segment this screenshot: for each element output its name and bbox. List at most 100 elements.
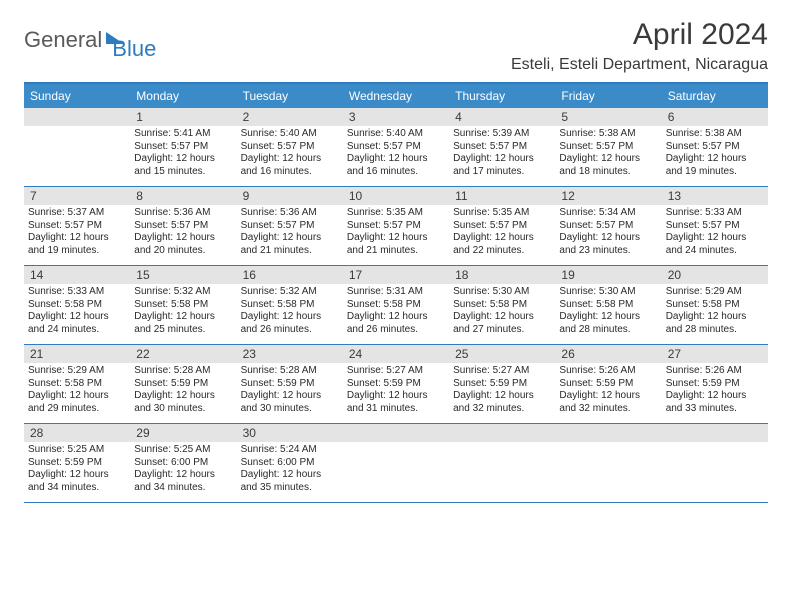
day-info-line: Sunrise: 5:32 AM — [134, 286, 232, 299]
day-info-line: Sunset: 5:57 PM — [666, 141, 764, 154]
day-info-line: and 24 minutes. — [28, 324, 126, 337]
day-cell: 1Sunrise: 5:41 AMSunset: 5:57 PMDaylight… — [130, 108, 236, 186]
day-number: 10 — [343, 187, 449, 205]
day-body: Sunrise: 5:35 AMSunset: 5:57 PMDaylight:… — [449, 205, 555, 261]
week-row: 14Sunrise: 5:33 AMSunset: 5:58 PMDayligh… — [24, 266, 768, 345]
day-cell: 21Sunrise: 5:29 AMSunset: 5:58 PMDayligh… — [24, 345, 130, 423]
day-body: Sunrise: 5:32 AMSunset: 5:58 PMDaylight:… — [130, 284, 236, 340]
day-info-line: Sunrise: 5:30 AM — [453, 286, 551, 299]
day-cell: 6Sunrise: 5:38 AMSunset: 5:57 PMDaylight… — [662, 108, 768, 186]
day-info-line: Sunrise: 5:28 AM — [134, 365, 232, 378]
day-info-line: Sunrise: 5:28 AM — [241, 365, 339, 378]
day-info-line: Daylight: 12 hours — [28, 232, 126, 245]
day-info-line: Sunrise: 5:27 AM — [347, 365, 445, 378]
day-number: 13 — [662, 187, 768, 205]
day-body: Sunrise: 5:33 AMSunset: 5:57 PMDaylight:… — [662, 205, 768, 261]
day-info-line: Daylight: 12 hours — [134, 153, 232, 166]
day-info-line: and 32 minutes. — [559, 403, 657, 416]
day-number: 18 — [449, 266, 555, 284]
day-info-line: Daylight: 12 hours — [666, 153, 764, 166]
day-info-line: Sunset: 6:00 PM — [134, 457, 232, 470]
day-info-line: Daylight: 12 hours — [28, 469, 126, 482]
day-header-monday: Monday — [130, 84, 236, 108]
day-info-line: Daylight: 12 hours — [241, 311, 339, 324]
day-cell — [449, 424, 555, 502]
day-cell: 2Sunrise: 5:40 AMSunset: 5:57 PMDaylight… — [237, 108, 343, 186]
month-title: April 2024 — [511, 18, 768, 52]
day-cell: 28Sunrise: 5:25 AMSunset: 5:59 PMDayligh… — [24, 424, 130, 502]
day-number: 3 — [343, 108, 449, 126]
day-number: 15 — [130, 266, 236, 284]
day-body: Sunrise: 5:31 AMSunset: 5:58 PMDaylight:… — [343, 284, 449, 340]
week-row: 7Sunrise: 5:37 AMSunset: 5:57 PMDaylight… — [24, 187, 768, 266]
day-info-line: Sunset: 5:59 PM — [559, 378, 657, 391]
day-info-line: Daylight: 12 hours — [453, 311, 551, 324]
day-info-line: Sunset: 5:59 PM — [134, 378, 232, 391]
day-info-line: Sunrise: 5:29 AM — [666, 286, 764, 299]
day-info-line: and 33 minutes. — [666, 403, 764, 416]
day-info-line: and 23 minutes. — [559, 245, 657, 258]
logo-text-general: General — [24, 27, 102, 53]
day-number: 24 — [343, 345, 449, 363]
day-cell: 11Sunrise: 5:35 AMSunset: 5:57 PMDayligh… — [449, 187, 555, 265]
day-info-line: Sunset: 5:57 PM — [347, 220, 445, 233]
day-body: Sunrise: 5:30 AMSunset: 5:58 PMDaylight:… — [449, 284, 555, 340]
day-cell — [343, 424, 449, 502]
day-number: 17 — [343, 266, 449, 284]
day-info-line: and 26 minutes. — [241, 324, 339, 337]
day-info-line: Sunset: 5:59 PM — [347, 378, 445, 391]
day-number: 21 — [24, 345, 130, 363]
day-info-line: Sunset: 5:57 PM — [453, 141, 551, 154]
day-cell: 15Sunrise: 5:32 AMSunset: 5:58 PMDayligh… — [130, 266, 236, 344]
day-body: Sunrise: 5:29 AMSunset: 5:58 PMDaylight:… — [662, 284, 768, 340]
day-body: Sunrise: 5:34 AMSunset: 5:57 PMDaylight:… — [555, 205, 661, 261]
day-number: 16 — [237, 266, 343, 284]
day-header-wednesday: Wednesday — [343, 84, 449, 108]
day-info-line: and 30 minutes. — [134, 403, 232, 416]
day-info-line: Sunrise: 5:37 AM — [28, 207, 126, 220]
day-body: Sunrise: 5:25 AMSunset: 6:00 PMDaylight:… — [130, 442, 236, 498]
day-cell: 10Sunrise: 5:35 AMSunset: 5:57 PMDayligh… — [343, 187, 449, 265]
day-info-line: Sunrise: 5:34 AM — [559, 207, 657, 220]
day-info-line: Daylight: 12 hours — [134, 311, 232, 324]
day-number: 22 — [130, 345, 236, 363]
day-number: 12 — [555, 187, 661, 205]
day-body: Sunrise: 5:26 AMSunset: 5:59 PMDaylight:… — [662, 363, 768, 419]
day-body: Sunrise: 5:40 AMSunset: 5:57 PMDaylight:… — [343, 126, 449, 182]
day-number: 8 — [130, 187, 236, 205]
day-number: 28 — [24, 424, 130, 442]
day-cell: 17Sunrise: 5:31 AMSunset: 5:58 PMDayligh… — [343, 266, 449, 344]
day-info-line: and 16 minutes. — [241, 166, 339, 179]
week-row: 28Sunrise: 5:25 AMSunset: 5:59 PMDayligh… — [24, 424, 768, 503]
day-info-line: Sunrise: 5:40 AM — [347, 128, 445, 141]
day-info-line: Sunrise: 5:36 AM — [241, 207, 339, 220]
day-info-line: and 21 minutes. — [241, 245, 339, 258]
day-body: Sunrise: 5:27 AMSunset: 5:59 PMDaylight:… — [449, 363, 555, 419]
day-header-thursday: Thursday — [449, 84, 555, 108]
day-info-line: Daylight: 12 hours — [347, 311, 445, 324]
day-number: 4 — [449, 108, 555, 126]
day-body — [449, 442, 555, 448]
day-info-line: Sunrise: 5:29 AM — [28, 365, 126, 378]
day-info-line: Sunrise: 5:27 AM — [453, 365, 551, 378]
day-info-line: Sunset: 5:58 PM — [134, 299, 232, 312]
day-info-line: Daylight: 12 hours — [28, 390, 126, 403]
day-info-line: Sunset: 5:58 PM — [453, 299, 551, 312]
day-body: Sunrise: 5:32 AMSunset: 5:58 PMDaylight:… — [237, 284, 343, 340]
day-info-line: and 27 minutes. — [453, 324, 551, 337]
day-body: Sunrise: 5:40 AMSunset: 5:57 PMDaylight:… — [237, 126, 343, 182]
day-info-line: and 24 minutes. — [666, 245, 764, 258]
day-info-line: Sunrise: 5:33 AM — [28, 286, 126, 299]
day-info-line: Daylight: 12 hours — [347, 390, 445, 403]
day-body: Sunrise: 5:37 AMSunset: 5:57 PMDaylight:… — [24, 205, 130, 261]
weeks-container: 1Sunrise: 5:41 AMSunset: 5:57 PMDaylight… — [24, 108, 768, 503]
day-number: 23 — [237, 345, 343, 363]
day-header-friday: Friday — [555, 84, 661, 108]
day-info-line: Sunset: 5:59 PM — [453, 378, 551, 391]
day-body: Sunrise: 5:35 AMSunset: 5:57 PMDaylight:… — [343, 205, 449, 261]
day-info-line: Sunset: 5:57 PM — [559, 141, 657, 154]
day-number — [343, 424, 449, 442]
day-info-line: and 34 minutes. — [28, 482, 126, 495]
day-info-line: Daylight: 12 hours — [453, 232, 551, 245]
day-info-line: Sunset: 5:58 PM — [666, 299, 764, 312]
